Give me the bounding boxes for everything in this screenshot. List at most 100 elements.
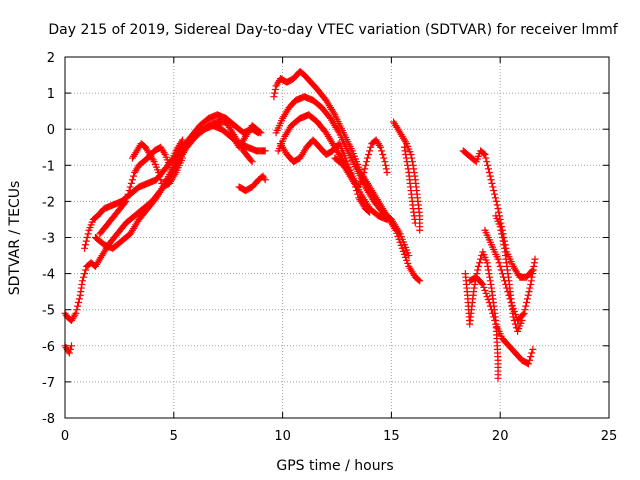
data-point-marker [400,143,408,151]
data-point-marker [530,262,538,270]
data-point-marker [82,266,90,274]
data-point-marker [498,234,506,241]
data-point-marker [74,302,82,310]
data-point-marker [74,298,82,306]
y-tick-label: 1 [47,87,55,102]
series-track-10 [272,93,413,260]
data-point-marker [271,85,279,93]
data-point-marker [416,277,424,285]
x-tick-label: 0 [61,429,69,444]
data-point-marker [500,241,508,249]
data-point-marker [82,237,90,245]
data-point-marker [121,199,129,207]
plot-frame [64,56,610,419]
data-point-marker [483,292,491,300]
data-point-marker [380,154,388,162]
data-point-marker [403,256,411,264]
data-point-marker [81,241,89,249]
y-tick-label: -1 [42,159,55,174]
data-point-marker [482,154,490,162]
data-point-marker [402,150,410,158]
data-point-marker [526,284,534,292]
data-point-marker [271,89,279,97]
data-point-marker [79,273,87,281]
data-point-marker [362,161,370,169]
x-tick-label: 10 [274,429,291,444]
data-point-marker [398,244,406,252]
data-point-marker [487,280,495,288]
data-point-marker [511,320,519,328]
data-point-marker [484,165,492,173]
data-point-marker [527,277,535,285]
data-point-marker [377,143,385,151]
data-point-marker [491,317,499,325]
data-point-marker [72,309,80,317]
x-tick-label: 5 [170,429,178,444]
data-point-marker [481,150,489,158]
data-point-marker [526,356,534,364]
data-point-marker [480,150,488,158]
series-track-8 [235,172,269,195]
data-point-marker [531,255,539,263]
data-point-marker [361,165,369,173]
data-point-marker [404,165,412,173]
data-point-marker [411,219,419,227]
data-point-marker [366,147,374,155]
data-point-marker [530,259,538,267]
x-tick-label: 25 [601,429,618,444]
data-point-marker [488,179,496,187]
data-point-marker [522,302,530,310]
data-point-marker [489,183,497,191]
data-point-marker [492,197,500,205]
data-point-marker [509,313,517,321]
data-point-marker [494,374,502,382]
chart-title: Day 215 of 2019, Sidereal Day-to-day VTE… [48,22,618,38]
data-point-marker [476,259,484,267]
data-point-marker [399,247,407,255]
y-tick-label: 0 [47,123,55,138]
data-point-marker [486,172,494,180]
data-point-marker [125,187,133,195]
data-point-marker [248,158,256,166]
data-point-marker [528,349,536,357]
data-point-marker [366,208,374,216]
data-point-marker [403,158,411,166]
data-point-marker [363,158,371,166]
data-point-marker [486,302,494,310]
y-tick-label: 2 [47,51,55,66]
data-point-marker [156,172,164,180]
data-point-marker [123,194,131,202]
data-point-marker [498,230,506,238]
data-point-marker [499,237,507,245]
y-axis-label: SDTVAR / TECUs [7,181,23,296]
data-point-marker [416,226,424,234]
data-point-marker [490,187,498,195]
data-point-marker [84,230,92,238]
data-point-marker [524,360,532,368]
data-point-marker [404,259,412,267]
data-point-marker [518,317,526,325]
data-point-marker [527,280,535,288]
y-tick-label: -5 [42,304,55,319]
series-track-15 [400,143,419,227]
data-point-marker [81,270,89,278]
data-point-marker [521,306,529,314]
data-point-marker [491,194,499,202]
data-point-marker [523,298,531,306]
data-point-marker [491,190,499,198]
data-point-marker [484,266,492,274]
data-point-marker [494,205,502,213]
data-point-marker [480,283,488,291]
series-track-13 [331,136,391,191]
x-axis-label: GPS time / hours [276,458,393,474]
data-point-marker [73,306,81,314]
data-point-marker [78,277,86,285]
data-point-marker [155,169,163,177]
data-point-marker [485,169,493,177]
data-point-marker [367,143,375,151]
data-point-marker [477,255,485,263]
data-point-marker [490,313,498,321]
data-point-marker [482,289,490,297]
